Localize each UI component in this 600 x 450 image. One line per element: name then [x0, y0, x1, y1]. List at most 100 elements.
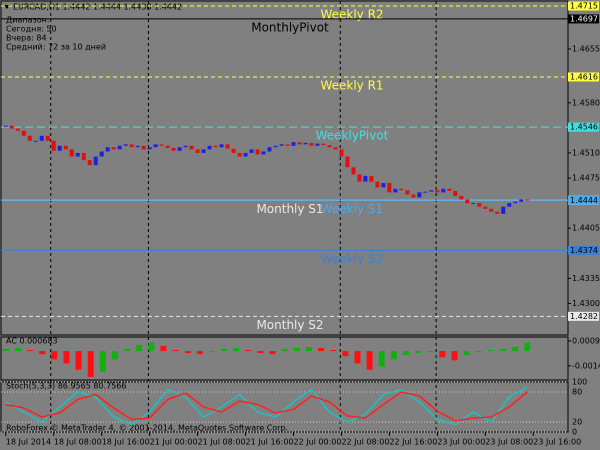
candle	[285, 144, 290, 146]
level-label: WeeklyPivot	[316, 129, 389, 143]
candle	[495, 211, 500, 214]
level-label: Weekly R2	[320, 8, 383, 22]
x-tick-label: 21 Jul 00:00	[150, 438, 198, 447]
level-box	[568, 195, 599, 205]
candle	[201, 149, 206, 153]
candle	[63, 145, 68, 150]
ac-bar	[63, 351, 70, 364]
candle	[147, 147, 152, 150]
info-line: Сегодня: 50	[6, 25, 57, 34]
candle	[105, 147, 110, 152]
level-box	[568, 122, 599, 132]
y-tick-label: 1.4475	[572, 174, 600, 183]
level-label: MonthlyPivot	[251, 20, 329, 34]
ac-bar	[451, 351, 458, 361]
level-label: Monthly S2	[256, 318, 323, 332]
ac-bar	[487, 350, 494, 352]
level-value: 1.4616	[570, 72, 598, 81]
candle	[69, 149, 74, 157]
x-tick-label: 21 Jul 16:00	[246, 438, 294, 447]
candle	[81, 152, 86, 161]
candle	[399, 188, 404, 191]
stoch-line	[5, 386, 528, 426]
level-label: Weekly S2	[321, 252, 383, 266]
candle	[471, 203, 476, 205]
ac-bar	[14, 347, 21, 352]
y-tick-label: 80	[572, 388, 582, 397]
candle	[489, 208, 494, 212]
ac-bar	[196, 351, 203, 355]
copyright: RoboForex © MetaTrader 4, © 2001-2014, M…	[6, 424, 288, 433]
candle	[279, 144, 284, 146]
candle	[351, 167, 356, 175]
x-tick-label: 21 Jul 08:00	[198, 438, 246, 447]
candle	[387, 183, 392, 193]
candle	[57, 145, 62, 151]
ac-bar	[499, 348, 506, 352]
ac-bar	[245, 350, 252, 352]
candle	[129, 144, 134, 148]
candle	[111, 147, 116, 150]
ac-bar	[475, 351, 482, 353]
ac-bar	[75, 351, 82, 370]
candle	[9, 125, 14, 129]
candle	[435, 190, 440, 193]
y-tick-label: 1.4405	[572, 224, 600, 233]
candle	[243, 152, 248, 157]
candle	[465, 199, 470, 204]
candle	[423, 191, 428, 193]
candle	[123, 144, 128, 146]
level-label: Weekly S1	[321, 202, 383, 216]
candle	[87, 160, 92, 166]
ac-bar	[415, 351, 422, 354]
ac-bar	[99, 351, 106, 372]
candle	[171, 147, 176, 151]
y-tick-label: 100	[572, 378, 587, 387]
candle	[135, 145, 140, 148]
ac-bar	[124, 348, 131, 352]
level-value: 1.4444	[570, 196, 598, 205]
candle	[441, 188, 446, 193]
info-line: Вчера: 84	[6, 34, 47, 43]
candle	[231, 148, 236, 153]
y-tick-label: -0.00143	[572, 361, 600, 370]
candle	[99, 151, 104, 157]
candle	[93, 156, 98, 166]
x-tick-label: 18 Jul 2014	[6, 438, 51, 447]
candle	[27, 135, 32, 141]
candle	[297, 142, 302, 145]
ac-bar	[221, 348, 228, 352]
ac-bar	[330, 350, 337, 352]
ac-bar	[208, 351, 215, 353]
candle	[483, 206, 488, 209]
y-tick-label: 1.4300	[572, 299, 600, 308]
ac-bar	[172, 350, 179, 352]
level-box	[568, 14, 599, 24]
x-tick-label: 23 Jul 00:00	[437, 438, 485, 447]
x-tick-label: 23 Jul 08:00	[485, 438, 533, 447]
level-box	[568, 311, 599, 321]
y-tick-label: 1.4655	[572, 45, 600, 54]
ac-bar	[439, 351, 446, 358]
level-value: 1.4282	[570, 312, 598, 321]
ac-bar	[366, 351, 373, 370]
candle	[75, 152, 80, 157]
ac-bar	[87, 351, 94, 377]
candle	[213, 145, 218, 148]
stoch-frame	[0, 381, 569, 433]
candle	[141, 145, 146, 150]
candle	[345, 156, 350, 168]
x-tick-label: 22 Jul 16:00	[389, 438, 437, 447]
level-box	[568, 1, 599, 11]
ac-bar	[184, 351, 191, 354]
x-tick-label: 23 Jul 16:00	[533, 438, 581, 447]
x-tick-label: 18 Jul 16:00	[102, 438, 150, 447]
level-box	[568, 72, 599, 82]
candle	[327, 145, 332, 148]
candle	[405, 190, 410, 195]
candle	[393, 188, 398, 193]
y-tick-label: 0.000974	[572, 336, 600, 345]
symbol-title: EURCAD,H1 1.4442 1.4444 1.4438 1.4442	[13, 3, 182, 12]
ac-bar	[233, 347, 240, 352]
ac-bar	[136, 344, 143, 352]
